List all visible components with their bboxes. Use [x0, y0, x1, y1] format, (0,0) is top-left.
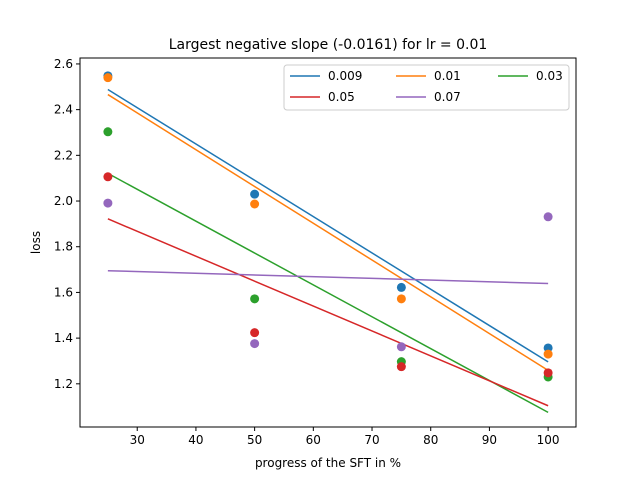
point-0.01-75 [396, 294, 406, 304]
point-0.07-50 [250, 339, 260, 349]
plot-frame [79, 57, 577, 428]
fit-line-0.05 [107, 218, 549, 407]
legend-entry-0.03: 0.03 [498, 69, 563, 83]
legend-label-0.07: 0.07 [434, 90, 461, 104]
series-0.009 [103, 71, 553, 363]
point-0.03-25 [103, 127, 113, 137]
legend-entry-0.009: 0.009 [290, 69, 362, 83]
y-tick-label-2.0: 2.0 [54, 194, 73, 208]
point-0.07-100 [543, 212, 553, 222]
series-0.05 [103, 172, 553, 407]
legend-entry-0.05: 0.05 [290, 90, 355, 104]
fit-line-0.07 [107, 269, 549, 285]
x-tick-label-100: 100 [537, 433, 560, 447]
x-axis-label: progress of the SFT in % [255, 456, 401, 470]
y-tick-label-2.2: 2.2 [54, 148, 73, 162]
legend-entry-0.01: 0.01 [396, 69, 461, 83]
x-tick-label-70: 70 [364, 433, 379, 447]
point-0.009-100 [543, 343, 553, 353]
fit-line-0.01 [107, 93, 549, 371]
point-0.05-75 [396, 362, 406, 372]
series-0.03 [103, 127, 553, 414]
y-tick-label-1.2: 1.2 [54, 377, 73, 391]
legend-label-0.009: 0.009 [328, 69, 362, 83]
axes: 30 40 50 60 70 80 90 100 1.2 1.4 1.6 1.8 2.0 2.2 2.4 2.… [54, 57, 560, 447]
x-tick-label-60: 60 [306, 433, 321, 447]
y-tick-label-1.6: 1.6 [54, 285, 73, 299]
legend-entry-0.07: 0.07 [396, 90, 461, 104]
series-0.07 [103, 198, 553, 352]
y-tick-label-2.6: 2.6 [54, 57, 73, 71]
fit-line-0.009 [107, 88, 549, 363]
point-0.009-75 [396, 282, 406, 292]
x-tick-label-40: 40 [188, 433, 203, 447]
point-0.03-50 [250, 294, 260, 304]
point-0.009-50 [250, 189, 260, 199]
legend: 0.009 0.01 0.03 0.05 0.07 [283, 64, 570, 111]
legend-label-0.05: 0.05 [328, 90, 355, 104]
chart-title: Largest negative slope (-0.0161) for lr … [169, 37, 488, 53]
y-tick-label-1.8: 1.8 [54, 240, 73, 254]
x-tick-label-30: 30 [130, 433, 145, 447]
point-0.05-100 [543, 368, 553, 378]
point-0.07-25 [103, 198, 113, 208]
x-tick-label-80: 80 [423, 433, 438, 447]
point-0.07-75 [396, 342, 406, 352]
series-0.01 [103, 73, 553, 371]
legend-box [283, 64, 570, 111]
x-tick-label-50: 50 [247, 433, 262, 447]
plot-area [103, 71, 553, 414]
fit-line-0.03 [107, 172, 549, 414]
y-tick-label-2.4: 2.4 [54, 103, 73, 117]
x-tick-label-90: 90 [482, 433, 497, 447]
point-0.01-25 [103, 73, 113, 83]
point-0.05-50 [250, 328, 260, 338]
y-tick-label-1.4: 1.4 [54, 331, 73, 345]
point-0.05-25 [103, 172, 113, 182]
y-axis-label: loss [29, 231, 43, 254]
point-0.01-50 [250, 199, 260, 209]
point-0.01-100 [543, 349, 553, 359]
legend-label-0.01: 0.01 [434, 69, 461, 83]
legend-label-0.03: 0.03 [536, 69, 563, 83]
